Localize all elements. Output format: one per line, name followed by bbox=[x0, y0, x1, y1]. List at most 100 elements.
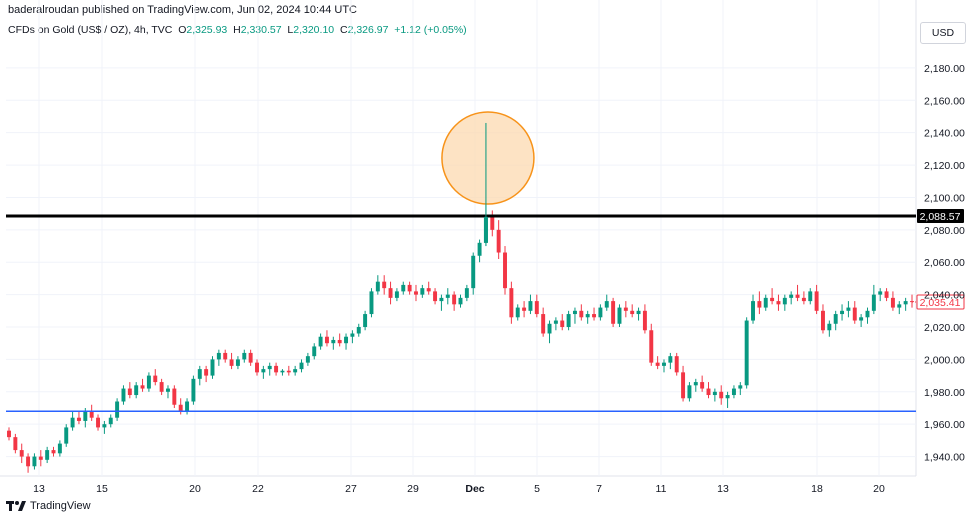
overlays: 2,088.57 2,035.41 bbox=[6, 111, 965, 412]
candle-body bbox=[649, 330, 654, 363]
last-price-label: 2,035.41 bbox=[920, 297, 961, 309]
resistance-price-label: 2,088.57 bbox=[920, 211, 961, 223]
candle-body bbox=[204, 369, 209, 376]
candle-body bbox=[433, 291, 438, 302]
candle-body bbox=[324, 336, 329, 344]
candle-body bbox=[401, 284, 406, 292]
candle-body bbox=[598, 307, 603, 318]
candle-body bbox=[267, 365, 272, 370]
candle-body bbox=[13, 437, 18, 451]
candle-body bbox=[878, 291, 883, 295]
low-value: 2,320.10 bbox=[293, 24, 335, 36]
candle-body bbox=[846, 307, 851, 311]
candle-body bbox=[706, 388, 711, 396]
candle-body bbox=[420, 288, 425, 295]
candle-body bbox=[32, 456, 37, 467]
close-label: C bbox=[339, 24, 348, 36]
candle-body bbox=[801, 297, 806, 302]
y-tick-label: 2,060.00 bbox=[924, 257, 965, 269]
candle-body bbox=[572, 310, 577, 315]
candle-body bbox=[795, 294, 800, 298]
candle-body bbox=[261, 369, 266, 373]
candle-body bbox=[541, 314, 546, 334]
candle-body bbox=[623, 307, 628, 311]
candle-body bbox=[350, 333, 355, 337]
y-tick-label: 2,140.00 bbox=[924, 128, 965, 140]
candle-body bbox=[38, 456, 43, 460]
candle-body bbox=[159, 382, 164, 392]
candle-body bbox=[604, 301, 609, 308]
candle-body bbox=[210, 359, 215, 376]
tradingview-logo-icon bbox=[6, 501, 26, 511]
candle-body bbox=[617, 307, 622, 324]
candle-body bbox=[763, 297, 768, 308]
candle-body bbox=[731, 388, 736, 396]
candle-body bbox=[744, 320, 749, 386]
candle-body bbox=[439, 297, 444, 302]
last-price-tag bbox=[916, 294, 965, 310]
candle-body bbox=[166, 388, 170, 392]
candle-body bbox=[102, 424, 107, 428]
grid bbox=[0, 0, 917, 477]
candle-body bbox=[394, 291, 399, 298]
footer-brand[interactable]: TradingView bbox=[6, 500, 91, 512]
candle-body bbox=[515, 307, 520, 318]
candle-body bbox=[592, 314, 597, 318]
candle-body bbox=[70, 417, 75, 428]
candle-body bbox=[312, 346, 317, 357]
candle-body bbox=[642, 310, 647, 331]
x-tick-label: 15 bbox=[96, 483, 108, 495]
candle-body bbox=[216, 352, 221, 360]
x-tick-label: Dec bbox=[465, 483, 484, 495]
candle-body bbox=[45, 450, 50, 460]
candle-body bbox=[503, 252, 507, 289]
candle-body bbox=[579, 310, 584, 318]
candle-body bbox=[242, 352, 247, 360]
candle-body bbox=[865, 310, 870, 318]
candle-body bbox=[344, 336, 349, 344]
candle-body bbox=[445, 294, 450, 298]
candle-body bbox=[693, 382, 698, 386]
candle-body bbox=[566, 314, 571, 328]
candle-body bbox=[299, 362, 304, 370]
candle-body bbox=[191, 378, 196, 402]
candle-body bbox=[331, 339, 336, 344]
candle-body bbox=[782, 297, 787, 305]
x-tick-label: 27 bbox=[345, 483, 357, 495]
close-value: 2,326.97 bbox=[347, 24, 389, 36]
y-tick-label: 2,180.00 bbox=[924, 63, 965, 75]
candle-body bbox=[852, 307, 857, 321]
candle-body bbox=[76, 417, 81, 421]
candle-body bbox=[19, 450, 24, 457]
change-value: +1.12 (+0.05%) bbox=[394, 24, 467, 36]
candle-body bbox=[51, 450, 56, 454]
candle-body bbox=[426, 288, 431, 292]
candle-body bbox=[146, 375, 151, 389]
candle-body bbox=[369, 291, 374, 315]
candle-body bbox=[585, 314, 590, 318]
candle-body bbox=[382, 281, 387, 289]
x-tick-label: 13 bbox=[717, 483, 729, 495]
candle-body bbox=[687, 385, 692, 399]
candle-body bbox=[814, 291, 819, 311]
open-value: 2,325.93 bbox=[186, 24, 228, 36]
highlight-circle bbox=[441, 111, 535, 205]
candle-body bbox=[789, 294, 794, 298]
candle-body bbox=[509, 288, 514, 318]
y-tick-label: 2,100.00 bbox=[924, 192, 965, 204]
candle-body bbox=[611, 301, 616, 324]
y-axis: 1,940.00 1,960.00 1,980.00 2,000.00 2,020.00… bbox=[924, 63, 965, 464]
candle-body bbox=[223, 352, 228, 360]
candle-body bbox=[407, 284, 412, 292]
y-tick-label: 2,020.00 bbox=[924, 322, 965, 334]
candle-body bbox=[776, 301, 781, 305]
candle-body bbox=[751, 301, 755, 321]
x-tick-label: 20 bbox=[189, 483, 201, 495]
candle-body bbox=[719, 391, 724, 399]
y-tick-label: 1,960.00 bbox=[924, 419, 965, 431]
y-tick-label: 2,000.00 bbox=[924, 354, 965, 366]
currency-selector[interactable]: USD bbox=[920, 22, 966, 44]
candle-body bbox=[26, 456, 31, 467]
candle-body bbox=[121, 388, 126, 402]
